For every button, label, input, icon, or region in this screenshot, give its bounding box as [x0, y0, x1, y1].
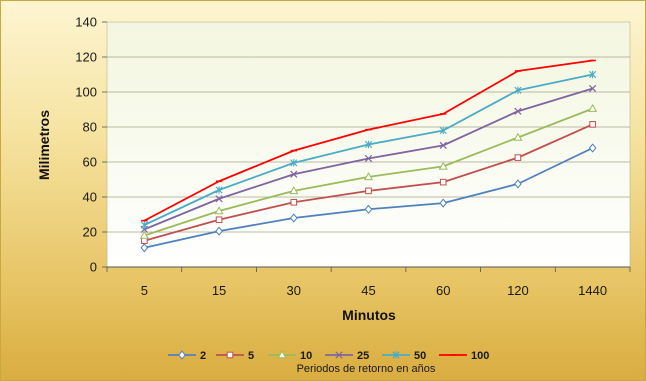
data-point — [514, 154, 522, 161]
data-point — [438, 161, 448, 170]
series-5 — [141, 121, 596, 245]
y-tick-label: 20 — [83, 225, 97, 240]
data-point — [277, 350, 287, 359]
series-100 — [141, 59, 596, 222]
x-tick-label: 45 — [361, 283, 375, 298]
y-tick-label: 0 — [90, 260, 97, 275]
legend-title: Periodos de retorno en años — [297, 363, 436, 375]
data-point — [364, 154, 373, 163]
series-layer — [139, 59, 598, 253]
legend-label: 25 — [357, 350, 369, 362]
data-point — [513, 132, 523, 141]
data-point — [290, 198, 298, 206]
legend-label: 10 — [300, 350, 312, 362]
data-point — [215, 216, 223, 224]
series-2 — [140, 143, 597, 253]
legend-label: 50 — [414, 350, 426, 362]
data-point — [335, 351, 343, 359]
x-tick-label: 1440 — [578, 283, 607, 298]
data-point — [363, 172, 374, 181]
legend-item-100: 100 — [439, 350, 489, 362]
legend-label: 100 — [471, 350, 489, 362]
data-point — [365, 187, 372, 195]
legend-item-25: 25 — [325, 350, 369, 362]
x-axis-title: Minutos — [342, 307, 396, 323]
legend-label: 2 — [200, 350, 206, 362]
y-tick-label: 40 — [83, 190, 97, 205]
data-point — [226, 351, 234, 359]
data-point — [140, 221, 148, 229]
data-point — [514, 107, 522, 115]
data-point — [588, 103, 598, 112]
data-point — [215, 195, 223, 203]
legend: 2 5 10 25 50 100 — [168, 350, 489, 362]
data-point — [215, 186, 223, 194]
data-point — [140, 243, 149, 253]
data-point — [214, 206, 224, 215]
data-point — [392, 351, 400, 359]
x-tick-label: 30 — [287, 283, 301, 298]
data-point — [289, 213, 298, 223]
x-tick-label: 60 — [436, 283, 450, 298]
data-point — [290, 170, 298, 178]
y-axis-ticks: 0 20 40 60 80 100 120 140 — [75, 15, 107, 275]
y-tick-label: 100 — [75, 85, 97, 100]
data-point — [364, 140, 373, 149]
legend-item-2: 2 — [168, 350, 206, 362]
data-point — [439, 178, 447, 186]
y-tick-label: 80 — [83, 120, 97, 135]
data-point — [514, 179, 522, 189]
data-point — [588, 143, 597, 153]
data-point — [589, 121, 596, 128]
data-point — [289, 186, 299, 195]
data-point — [215, 226, 223, 236]
x-axis-ticks: 5 15 30 45 60 120 1440 — [106, 266, 631, 298]
x-tick-label: 5 — [141, 283, 148, 298]
legend-label: 5 — [248, 350, 254, 362]
y-tick-label: 140 — [75, 15, 97, 30]
data-point — [589, 70, 597, 79]
data-point — [290, 159, 298, 167]
legend-item-10: 10 — [268, 350, 312, 362]
data-point — [589, 84, 597, 93]
x-tick-label: 15 — [212, 283, 226, 298]
data-point — [439, 198, 448, 208]
data-point — [364, 204, 373, 214]
data-point — [141, 237, 148, 245]
series-50 — [140, 70, 597, 229]
series-25 — [140, 84, 597, 233]
x-tick-label: 120 — [507, 283, 529, 298]
y-tick-label: 60 — [83, 155, 97, 170]
legend-item-50: 50 — [382, 350, 426, 362]
data-point — [439, 141, 447, 149]
data-point — [139, 230, 149, 239]
legend-item-5: 5 — [216, 350, 254, 362]
y-tick-label: 120 — [75, 50, 97, 65]
y-axis-title: Milimetros — [36, 110, 52, 180]
series-10 — [139, 103, 598, 239]
data-point — [178, 350, 186, 360]
data-point — [514, 86, 522, 94]
data-point — [439, 126, 447, 135]
